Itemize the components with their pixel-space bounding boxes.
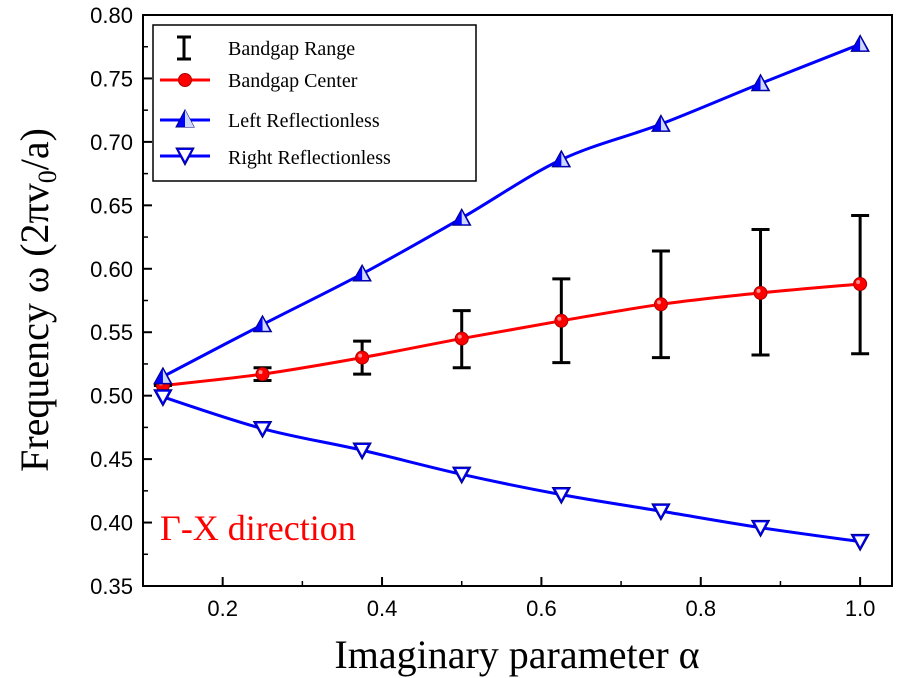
point-marker-highlight xyxy=(262,317,270,331)
y-tick-label: 0.75 xyxy=(90,66,133,91)
x-tick-label: 1.0 xyxy=(845,596,876,621)
legend-item-bandgap-center: Bandgap Center xyxy=(160,70,358,92)
point-marker xyxy=(554,313,569,328)
series-line-1 xyxy=(162,282,861,388)
point-marker-shine xyxy=(756,288,761,293)
point-marker-shine xyxy=(258,370,263,375)
plot-frame xyxy=(142,14,893,587)
point-marker-highlight xyxy=(660,117,668,131)
y-tick-label: 0.55 xyxy=(90,320,133,345)
point-marker-shine xyxy=(557,316,562,321)
series-line-2 xyxy=(162,42,861,378)
x-tick-label: 0.2 xyxy=(207,596,238,621)
y-tick-label: 0.60 xyxy=(90,257,133,282)
series-layer xyxy=(153,34,870,552)
y-tick-label: 0.45 xyxy=(90,447,133,472)
point-marker-highlight xyxy=(456,469,468,480)
y-tick-label: 0.65 xyxy=(90,193,133,218)
y-tick-label: 0.70 xyxy=(90,130,133,155)
legend-circle-marker-icon xyxy=(178,73,192,87)
y-tick-label: 0.40 xyxy=(90,511,133,536)
point-marker xyxy=(653,297,668,312)
legend-triangle-down-icon-highlight xyxy=(179,150,191,161)
point-marker xyxy=(454,331,469,346)
point-marker-highlight xyxy=(555,489,567,500)
point-marker-highlight xyxy=(760,76,768,90)
point-marker-highlight xyxy=(362,266,370,281)
point-marker-shine xyxy=(856,280,861,285)
annotation-gamma-x: Γ-X direction xyxy=(160,508,356,548)
point-marker-highlight xyxy=(257,423,269,434)
point-marker-highlight xyxy=(854,536,866,547)
y-tick-label: 0.80 xyxy=(90,3,133,28)
legend: Bandgap Range Bandgap Center Left Reflec… xyxy=(152,24,477,182)
point-marker xyxy=(853,277,868,292)
x-tick-label: 0.8 xyxy=(685,596,716,621)
legend-label-right-reflectionless: Right Reflectionless xyxy=(228,147,391,169)
x-tick-label: 0.6 xyxy=(526,596,557,621)
y-axis-label-sub: 0 xyxy=(33,170,62,183)
point-marker-highlight xyxy=(860,37,868,51)
x-tick-label: 0.4 xyxy=(367,596,398,621)
y-axis-label: Frequency ω (2πv0/a) xyxy=(12,128,62,472)
legend-label-left-reflectionless: Left Reflectionless xyxy=(228,110,380,132)
point-marker xyxy=(255,367,270,382)
legend-triangle-up-icon-highlight xyxy=(185,110,194,127)
point-marker-shine xyxy=(358,353,363,358)
point-marker-shine xyxy=(457,334,462,339)
legend-label-bandgap-range: Bandgap Range xyxy=(228,38,355,60)
point-marker-highlight xyxy=(655,505,667,517)
point-marker-highlight xyxy=(157,391,169,402)
point-marker-highlight xyxy=(356,445,368,456)
y-axis-label-tail: /a) xyxy=(12,128,57,170)
point-marker xyxy=(355,350,370,365)
x-axis-label: Imaginary parameter α xyxy=(334,632,699,677)
series-line-3 xyxy=(162,395,861,544)
point-marker-highlight xyxy=(561,152,569,166)
point-marker-highlight xyxy=(755,522,767,533)
point-marker xyxy=(753,285,768,300)
legend-item-bandgap-range: Bandgap Range xyxy=(177,35,355,61)
legend-label-bandgap-center: Bandgap Center xyxy=(228,70,358,92)
point-marker-shine xyxy=(656,300,661,305)
legend-item-right-reflectionless: Right Reflectionless xyxy=(160,147,391,169)
point-marker-highlight xyxy=(461,211,469,225)
legend-item-left-reflectionless: Left Reflectionless xyxy=(160,108,380,132)
y-tick-label: 0.50 xyxy=(90,384,133,409)
y-tick-label: 0.35 xyxy=(90,574,133,599)
point-marker-highlight xyxy=(162,369,170,383)
y-axis-label-main: Frequency ω (2πv xyxy=(12,183,57,472)
